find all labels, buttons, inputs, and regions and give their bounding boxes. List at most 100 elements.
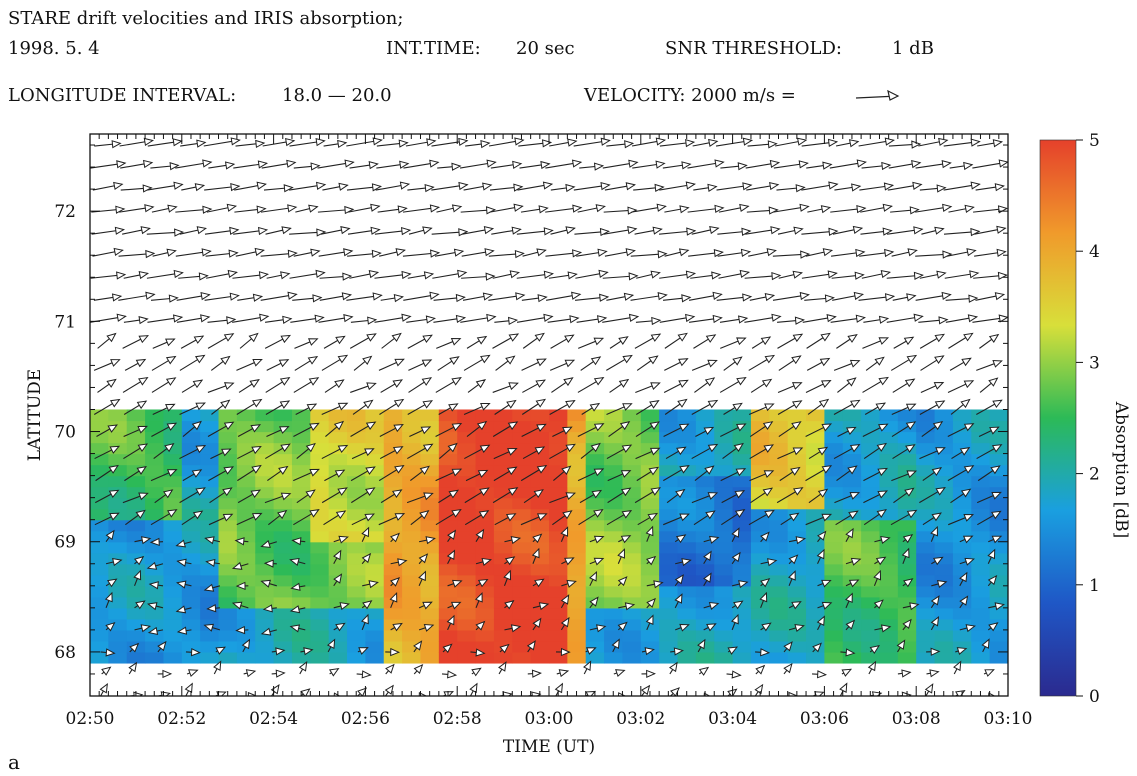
heatmap-cell xyxy=(200,420,220,433)
heatmap-cell xyxy=(897,475,917,488)
heatmap-cell xyxy=(622,409,642,422)
heatmap-cell xyxy=(952,629,972,642)
heatmap-cell xyxy=(916,563,936,576)
heatmap-cell xyxy=(659,530,679,543)
velocity-vector xyxy=(636,400,660,415)
velocity-vector xyxy=(389,591,398,609)
heatmap-cell xyxy=(842,640,862,653)
heatmap-cell xyxy=(677,574,697,587)
velocity-vector xyxy=(438,403,459,415)
velocity-vector xyxy=(436,337,462,349)
velocity-vector xyxy=(385,663,395,675)
velocity-vector xyxy=(609,378,630,393)
heatmap-cell xyxy=(273,629,293,642)
heatmap-cell xyxy=(310,596,330,609)
velocity-vector xyxy=(94,140,122,149)
velocity-vector xyxy=(494,399,517,415)
velocity-vector xyxy=(447,579,463,588)
heatmap-cell xyxy=(493,409,513,422)
velocity-vector xyxy=(893,336,915,349)
velocity-vector xyxy=(469,682,478,696)
heatmap-cell xyxy=(695,596,715,609)
velocity-vector xyxy=(919,487,946,504)
velocity-vector xyxy=(561,557,575,566)
heatmap-cell xyxy=(255,552,275,565)
velocity-vector xyxy=(499,643,510,654)
heatmap-cell xyxy=(732,508,752,521)
heatmap-cell xyxy=(512,486,532,499)
heatmap-cell xyxy=(347,574,366,587)
heatmap-cell xyxy=(255,431,275,444)
velocity-vector xyxy=(578,509,604,526)
velocity-vector xyxy=(492,333,520,349)
heatmap-cell xyxy=(530,475,550,488)
velocity-vector xyxy=(264,334,292,349)
heatmap-cell xyxy=(181,552,201,565)
heatmap-cell xyxy=(879,596,899,609)
heatmap-cell xyxy=(218,431,238,444)
heatmap-cell xyxy=(549,453,568,466)
heatmap-cell xyxy=(879,530,899,543)
heatmap-cell xyxy=(604,552,624,565)
heatmap-cell xyxy=(402,651,422,664)
velocity-vector xyxy=(435,468,463,482)
heatmap-cell xyxy=(273,640,293,653)
heatmap-cell xyxy=(934,552,954,565)
heatmap-cell xyxy=(108,497,128,510)
velocity-vector xyxy=(646,580,664,589)
heatmap-cell xyxy=(475,409,495,422)
panel-letter: a xyxy=(8,750,20,774)
x-tick-label: 02:58 xyxy=(433,709,482,729)
heatmap-cell xyxy=(181,563,201,576)
heatmap-cell xyxy=(181,497,201,510)
heatmap-cell xyxy=(273,596,293,609)
heatmap-cell xyxy=(677,563,697,576)
heatmap-cell xyxy=(236,442,256,455)
heatmap-cell xyxy=(365,607,385,620)
heatmap-cell xyxy=(604,519,624,532)
velocity-vector xyxy=(777,447,804,460)
heatmap-cell xyxy=(842,409,862,422)
velocity-vector xyxy=(122,492,149,504)
heatmap-cell xyxy=(861,585,881,598)
heatmap-cell xyxy=(989,453,1008,466)
heatmap-cell xyxy=(934,508,954,521)
heatmap-cell xyxy=(952,640,972,653)
heatmap-cell xyxy=(475,640,495,653)
heatmap-cell xyxy=(824,596,844,609)
velocity-vector xyxy=(760,622,772,632)
heatmap-cell xyxy=(200,508,220,521)
heatmap-cell xyxy=(677,596,697,609)
velocity-vector xyxy=(831,271,865,280)
heatmap-cell xyxy=(108,530,128,543)
heatmap-cell xyxy=(365,508,385,521)
velocity-vector xyxy=(902,618,912,631)
velocity-vector xyxy=(631,203,667,213)
velocity-vector xyxy=(293,377,320,393)
velocity-vector xyxy=(208,513,234,526)
heatmap-cell xyxy=(714,574,734,587)
heatmap-cell xyxy=(677,640,697,653)
velocity-vector xyxy=(693,334,717,349)
velocity-vector xyxy=(413,692,428,696)
velocity-vector xyxy=(816,548,825,564)
heatmap-cell xyxy=(879,508,899,521)
heatmap-cell xyxy=(457,409,477,422)
heatmap-cell xyxy=(549,409,568,422)
heatmap-cell xyxy=(934,530,954,543)
heatmap-cell xyxy=(934,574,954,587)
heatmap-cell xyxy=(438,519,458,532)
heatmap-cell xyxy=(567,453,587,466)
heatmap-cell xyxy=(732,640,752,653)
heatmap-cell xyxy=(328,453,348,466)
heatmap-cell xyxy=(916,618,936,631)
heatmap-cell xyxy=(438,585,458,598)
velocity-vector xyxy=(175,159,213,169)
heatmap-cell xyxy=(347,563,366,576)
heatmap-cell xyxy=(530,519,550,532)
velocity-vector xyxy=(873,569,882,587)
velocity-vector xyxy=(949,161,974,171)
heatmap-cell xyxy=(475,563,495,576)
heatmap-cell xyxy=(273,519,293,532)
heatmap-cell xyxy=(347,640,366,653)
